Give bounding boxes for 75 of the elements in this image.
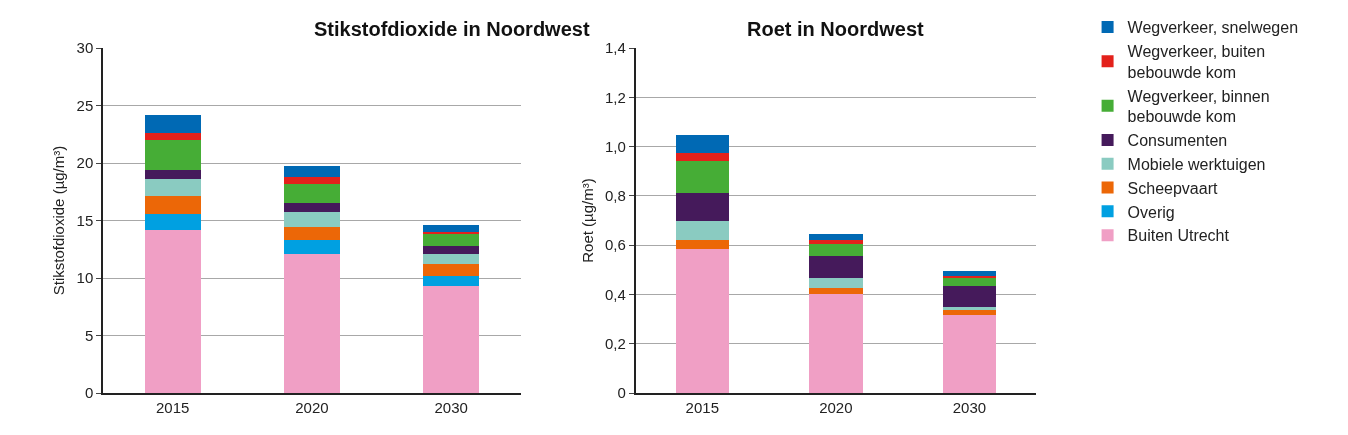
bar	[284, 166, 340, 177]
x-tick-label: 2030	[952, 398, 987, 416]
bar	[144, 133, 201, 140]
legend-label: Buiten Utrecht	[1127, 227, 1230, 245]
x-tick-label: 2020	[295, 398, 329, 416]
bar	[809, 240, 863, 244]
bar	[809, 243, 863, 257]
bar	[809, 278, 863, 289]
bar	[284, 183, 340, 204]
bar	[144, 213, 201, 230]
bar	[675, 152, 729, 162]
legend-label: Overig	[1127, 203, 1175, 221]
bar	[942, 285, 997, 307]
x-tick-label: 2030	[434, 398, 468, 416]
bar	[942, 315, 997, 393]
y-tick-label: 15	[76, 211, 94, 229]
bar	[423, 264, 480, 276]
bar	[423, 234, 480, 246]
bar	[284, 253, 340, 393]
y-tick-label: 0,4	[604, 285, 626, 303]
bar	[675, 135, 729, 153]
bar	[284, 212, 340, 228]
bar	[942, 310, 997, 316]
y-tick-label: 0,6	[604, 236, 626, 254]
chart-title: Stikstofdioxide in Noordwest	[314, 18, 590, 40]
legend-label: Wegverkeer, buiten bebouwde kom	[1127, 42, 1266, 81]
legend-label: Wegverkeer, binnen bebouwde kom	[1127, 87, 1270, 126]
bar	[675, 240, 729, 249]
bar	[144, 196, 201, 214]
bar	[809, 294, 863, 393]
x-tick-label: 2015	[155, 398, 190, 416]
bar	[144, 114, 201, 134]
bar	[284, 240, 340, 254]
y-tick-label: 30	[76, 39, 94, 57]
y-tick-label: 0,2	[604, 334, 626, 352]
bar	[675, 220, 729, 241]
bar	[942, 271, 997, 276]
y-tick-label: 1,0	[604, 137, 626, 155]
x-tick-label: 2020	[819, 398, 853, 416]
bar	[144, 229, 201, 393]
y-tick-label: 1,4	[604, 39, 626, 57]
x-tick-label: 2015	[685, 398, 719, 416]
legend-label: Wegverkeer, snelwegen	[1127, 19, 1299, 37]
y-tick-label: 0,8	[604, 187, 626, 205]
y-tick-label: 0	[84, 384, 94, 402]
bar	[144, 169, 201, 180]
legend-label: Consumenten	[1127, 132, 1228, 150]
legend-label: Mobiele werktuigen	[1127, 155, 1266, 173]
y-tick-label: 1,2	[604, 88, 626, 106]
bar	[809, 256, 863, 279]
bar	[423, 286, 480, 393]
bar	[144, 140, 201, 170]
y-tick-label: 5	[84, 326, 94, 344]
y-tick-label: 25	[76, 96, 94, 114]
bar	[284, 176, 340, 184]
bar	[809, 234, 863, 241]
bar	[809, 288, 863, 295]
bar	[942, 275, 997, 278]
bar	[423, 245, 480, 254]
legend-label: Scheepvaart	[1127, 179, 1218, 197]
y-axis-title: Stikstofdioxide (µg/m³)	[50, 145, 68, 296]
y-tick-label: 10	[76, 269, 94, 287]
bar	[675, 161, 729, 194]
bar	[675, 193, 729, 221]
bar	[423, 253, 480, 265]
bar	[675, 248, 729, 393]
y-tick-label: 20	[76, 154, 94, 172]
bar	[144, 179, 201, 197]
bar	[423, 225, 480, 232]
bar	[284, 203, 340, 213]
bar	[284, 227, 340, 241]
chart-title: Roet in Noordwest	[747, 18, 925, 40]
y-tick-label: 0	[617, 384, 626, 402]
bar	[423, 275, 480, 287]
y-axis-title: Roet (µg/m³)	[578, 178, 596, 263]
